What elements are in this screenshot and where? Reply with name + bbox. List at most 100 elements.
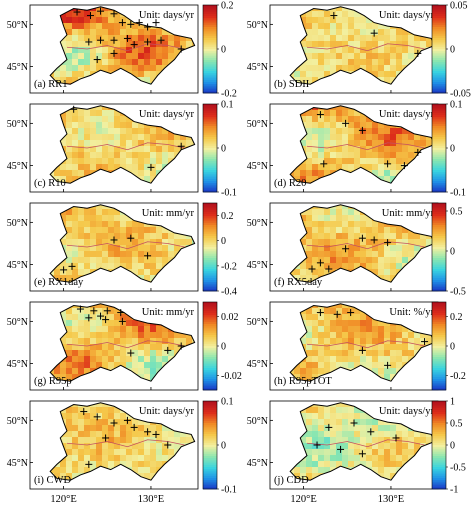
field-cell [174,47,181,54]
field-cell [342,332,349,339]
field-cell [114,128,121,135]
field-cell [102,245,109,252]
field-cell [102,17,109,24]
field-cell [66,413,73,420]
field-cell [60,65,67,72]
colorbar-segment [432,42,446,45]
field-cell [360,47,367,54]
field-cell [96,344,103,351]
field-cell [366,461,373,468]
field-cell [312,443,319,450]
y-tick-label: 50°N [7,317,28,328]
field-cell [90,251,97,258]
field-cell [290,170,295,177]
field-cell [108,23,115,30]
colorbar-tick-label: 0.02 [221,312,239,323]
significance-marker [177,142,185,150]
field-cell [330,158,337,165]
significance-marker [70,105,78,113]
field-cell [354,413,361,420]
field-cell [108,449,115,456]
field-cell [348,326,355,333]
colorbar-segment [432,280,446,283]
field-cell [294,170,301,177]
field-cell [132,326,139,333]
field-cell [96,413,103,420]
field-cell [294,269,301,276]
field-cell [90,413,97,420]
colorbar-segment [203,106,217,109]
field-cell [150,47,157,54]
colorbar-segment [432,304,446,307]
panel-label: (b) SDII [274,79,310,90]
field-cell [180,338,187,345]
colorbar-segment [432,286,446,290]
colorbar-segment [432,77,446,81]
field-cell [66,374,73,381]
colorbar-segment [203,110,217,114]
field-cell [396,152,403,159]
colorbar-segment [203,159,217,162]
field-cell [138,47,145,54]
field-cell [102,449,109,456]
field-cell [144,170,151,177]
field-cell [72,431,79,438]
field-cell [312,140,319,147]
field-cell [90,164,97,171]
field-cell [336,122,343,129]
field-cell [120,332,127,339]
colorbar-segment [432,407,446,411]
field-cell [120,449,127,456]
field-cell [84,53,91,60]
field-cell [138,437,145,444]
field-cell [360,455,367,462]
colorbar-segment [432,445,446,448]
colorbar-segment [203,55,217,59]
field-cell [300,314,307,321]
field-cell [50,467,55,474]
field-cell [294,77,301,84]
field-cell [312,176,319,183]
colorbar-segment [432,238,446,241]
colorbar-segment [432,240,446,243]
field-cell [78,41,85,48]
field-cell [150,227,157,234]
colorbar-segment [203,420,217,424]
field-cell [348,116,355,123]
colorbar-segment [432,121,446,125]
field-cell [378,251,385,258]
colorbar-segment [432,165,446,169]
field-cell [90,443,97,450]
field-cell [90,140,97,147]
field-cell [312,326,319,333]
field-cell [336,11,343,18]
colorbar-segment [432,203,446,206]
colorbar-segment [432,152,446,155]
field-cell [102,59,109,66]
field-cell [300,473,307,480]
field-cell [378,449,385,456]
field-cell [360,152,367,159]
colorbar-segment [203,161,217,164]
field-cell [408,140,415,147]
field-cell [342,35,349,42]
field-cell [114,362,121,369]
field-cell [90,41,97,48]
field-cell [348,128,355,135]
significance-marker [325,423,333,431]
field-cell [354,209,361,216]
field-cell [396,356,403,363]
field-cell [168,443,175,450]
field-cell [120,41,127,48]
field-cell [126,455,133,462]
field-cell [84,245,91,252]
field-cell [120,419,127,426]
field-cell [336,443,343,450]
field-cell [300,368,307,375]
field-cell [84,338,91,345]
colorbar-segment [432,409,446,413]
colorbar-segment [432,262,446,265]
colorbar-segment [432,288,446,292]
colorbar-segment [203,104,217,107]
significance-marker [316,111,324,119]
